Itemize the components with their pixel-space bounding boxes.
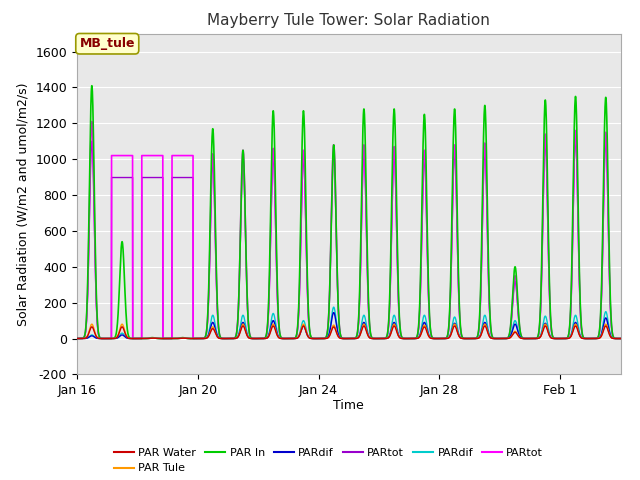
Line: PAR Water: PAR Water [77, 326, 640, 338]
PAR In [88, 83, 95, 89]
PARtot [278, 336, 285, 341]
PAR Water [239, 323, 247, 329]
PAR Tule [335, 334, 342, 340]
PARtot [103, 336, 111, 341]
PARdif [73, 336, 81, 341]
PARtot [335, 312, 342, 318]
PAR Tule [88, 321, 95, 327]
PAR Water [406, 336, 414, 341]
PARdif [133, 336, 141, 341]
PAR Water [73, 336, 81, 341]
PARdif [406, 336, 414, 341]
PARdif [133, 336, 141, 341]
PAR Water [548, 335, 556, 341]
PARtot [406, 336, 414, 341]
PARdif [590, 336, 598, 341]
PAR Tule [590, 336, 598, 341]
PAR Tule [133, 336, 141, 341]
PARdif [568, 329, 576, 335]
PARtot [103, 336, 111, 341]
PARdif [406, 336, 414, 341]
Legend: PAR Water, PAR Tule, PAR In, PARdif, PARtot, PARdif, PARtot: PAR Water, PAR Tule, PAR In, PARdif, PAR… [109, 444, 548, 478]
PAR Tule [278, 336, 285, 341]
Line: PARdif: PARdif [77, 307, 640, 338]
Y-axis label: Solar Radiation (W/m2 and umol/m2/s): Solar Radiation (W/m2 and umol/m2/s) [17, 82, 29, 326]
PAR In [73, 336, 81, 341]
Title: Mayberry Tule Tower: Solar Radiation: Mayberry Tule Tower: Solar Radiation [207, 13, 490, 28]
PARdif [73, 336, 81, 341]
PARtot [406, 336, 414, 341]
PAR Water [590, 336, 598, 341]
PARdif [330, 310, 337, 315]
PARtot [73, 336, 81, 341]
PARdif [548, 335, 556, 341]
PARdif [548, 335, 556, 341]
Line: PARdif: PARdif [77, 312, 640, 338]
PAR Tule [73, 336, 81, 341]
PARtot [88, 119, 95, 124]
PARtot [590, 336, 598, 341]
PAR In [590, 336, 598, 341]
PARtot [590, 336, 598, 341]
PARdif [335, 333, 342, 338]
PARdif [278, 336, 285, 341]
PAR In [548, 328, 556, 334]
PARdif [568, 326, 576, 332]
PARdif [590, 336, 598, 341]
PARtot [335, 314, 342, 320]
PARtot [548, 328, 556, 334]
Line: PARtot: PARtot [77, 121, 640, 338]
PAR Water [335, 335, 342, 340]
PARtot [568, 262, 576, 267]
X-axis label: Time: Time [333, 398, 364, 411]
PAR In [133, 336, 141, 341]
PARtot [572, 135, 579, 141]
Line: PARtot: PARtot [77, 138, 640, 338]
PAR Water [568, 331, 576, 336]
PARtot [568, 252, 576, 258]
PARtot [278, 336, 285, 341]
PARdif [278, 336, 285, 341]
PARtot [73, 336, 81, 341]
PAR In [278, 336, 285, 341]
PAR Water [278, 336, 285, 341]
PAR Tule [406, 336, 414, 341]
Text: MB_tule: MB_tule [79, 37, 135, 50]
PAR In [406, 336, 414, 341]
PAR Water [133, 336, 141, 341]
Line: PAR Tule: PAR Tule [77, 324, 640, 338]
PAR In [335, 314, 342, 320]
PARdif [330, 304, 337, 310]
Line: PAR In: PAR In [77, 86, 640, 338]
PARtot [548, 329, 556, 335]
PAR Tule [568, 330, 576, 336]
PARdif [335, 332, 342, 338]
PAR Tule [548, 335, 556, 341]
PAR In [568, 239, 576, 244]
